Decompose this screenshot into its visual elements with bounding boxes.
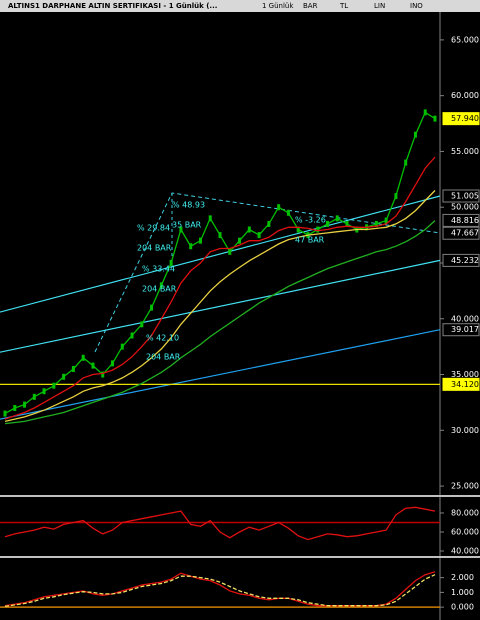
- candle: [296, 226, 300, 233]
- y-tick-label: 35.000: [451, 370, 479, 379]
- candle: [384, 217, 388, 224]
- candle: [238, 237, 242, 244]
- annotation: 204 BAR: [142, 285, 177, 294]
- y-tick-label: 25.000: [451, 482, 479, 491]
- candle: [277, 204, 281, 211]
- level-box: [442, 189, 480, 203]
- candle: [335, 215, 339, 222]
- candle: [423, 109, 427, 116]
- annotation: 204 BAR: [137, 244, 172, 253]
- series-line: [4, 156, 436, 420]
- y-tick-label: 40.000: [451, 314, 479, 323]
- candle: [345, 220, 349, 227]
- candle: [208, 215, 212, 222]
- candle: [267, 220, 271, 227]
- trend-line: [0, 195, 441, 313]
- series-line: [4, 574, 436, 608]
- candle: [42, 388, 46, 395]
- level-label: 47.667: [451, 229, 479, 238]
- candle: [101, 371, 105, 378]
- y-tick-label: 80.000: [451, 508, 479, 517]
- toolbar-item[interactable]: LIN: [374, 2, 385, 10]
- candle: [228, 248, 232, 255]
- candle: [150, 304, 154, 311]
- candle: [81, 354, 85, 361]
- level-label: 57.940: [451, 114, 479, 123]
- y-tick-label: 30.000: [451, 426, 479, 435]
- annotation: % 33.44: [142, 265, 175, 274]
- trend-line: [0, 259, 441, 353]
- candle: [140, 321, 144, 328]
- candle: [32, 393, 36, 400]
- toolbar-item[interactable]: BAR: [303, 2, 318, 10]
- level-box: [442, 377, 480, 391]
- trend-line: [0, 329, 441, 420]
- series-line: [4, 220, 436, 425]
- candle: [179, 226, 183, 233]
- candle: [130, 332, 134, 339]
- level-box: [442, 213, 480, 227]
- candle: [62, 373, 66, 380]
- candle: [13, 404, 17, 411]
- candle: [3, 410, 7, 417]
- candle: [23, 401, 27, 408]
- annotation: % -3.26: [295, 216, 326, 225]
- annotation: 47 BAR: [295, 236, 325, 245]
- candle: [413, 131, 417, 138]
- level-label: 48.816: [451, 216, 479, 225]
- candle: [111, 360, 114, 367]
- candle: [433, 115, 437, 122]
- candle: [247, 226, 251, 233]
- level-label: 34.120: [451, 380, 479, 389]
- candle: [120, 343, 124, 350]
- toolbar-item[interactable]: 1 Günlük: [262, 2, 294, 10]
- annotation: 204 BAR: [146, 353, 181, 362]
- y-tick-label: 1.000: [451, 588, 474, 597]
- candle: [218, 232, 222, 239]
- candle: [198, 237, 202, 244]
- candle: [159, 282, 163, 289]
- toolbar-title: ALTINS1 DARPHANE ALTIN SERTIFIKASI - 1 G…: [8, 2, 217, 10]
- y-tick-label: 60.000: [451, 527, 479, 536]
- candle: [52, 382, 56, 389]
- candle: [326, 220, 329, 227]
- level-label: 45.232: [451, 256, 479, 265]
- toolbar-item[interactable]: INO: [410, 2, 423, 10]
- series-line: [4, 506, 436, 541]
- candle: [316, 226, 320, 233]
- toolbar-item[interactable]: TL: [339, 2, 348, 10]
- annotation: % 42.10: [146, 334, 179, 343]
- candle: [257, 232, 261, 239]
- level-label: 51.005: [451, 191, 479, 200]
- y-tick-label: 55.000: [451, 147, 479, 156]
- annotation: 35 BAR: [172, 221, 202, 230]
- y-tick-label: 0.000: [451, 603, 474, 612]
- candle: [71, 365, 75, 372]
- level-box: [442, 323, 480, 337]
- candle: [286, 209, 290, 216]
- candle: [374, 220, 378, 227]
- annotation: % 48.93: [172, 201, 205, 210]
- level-box: [442, 226, 480, 240]
- y-tick-label: 2.000: [451, 573, 474, 582]
- y-tick-label: 60.000: [451, 91, 479, 100]
- annotation: % 29.84: [137, 224, 170, 233]
- level-box: [442, 112, 480, 126]
- level-label: 39.017: [451, 325, 479, 334]
- y-tick-label: 65.000: [451, 35, 479, 44]
- y-tick-label: 40.000: [451, 547, 479, 556]
- series-line: [4, 190, 436, 423]
- candle: [404, 159, 408, 166]
- level-box: [442, 253, 480, 267]
- candle: [189, 243, 193, 250]
- toolbar: [0, 0, 480, 12]
- candle: [394, 193, 398, 200]
- y-tick-label: 50.000: [451, 203, 479, 212]
- candle: [91, 362, 95, 369]
- candle: [169, 259, 173, 266]
